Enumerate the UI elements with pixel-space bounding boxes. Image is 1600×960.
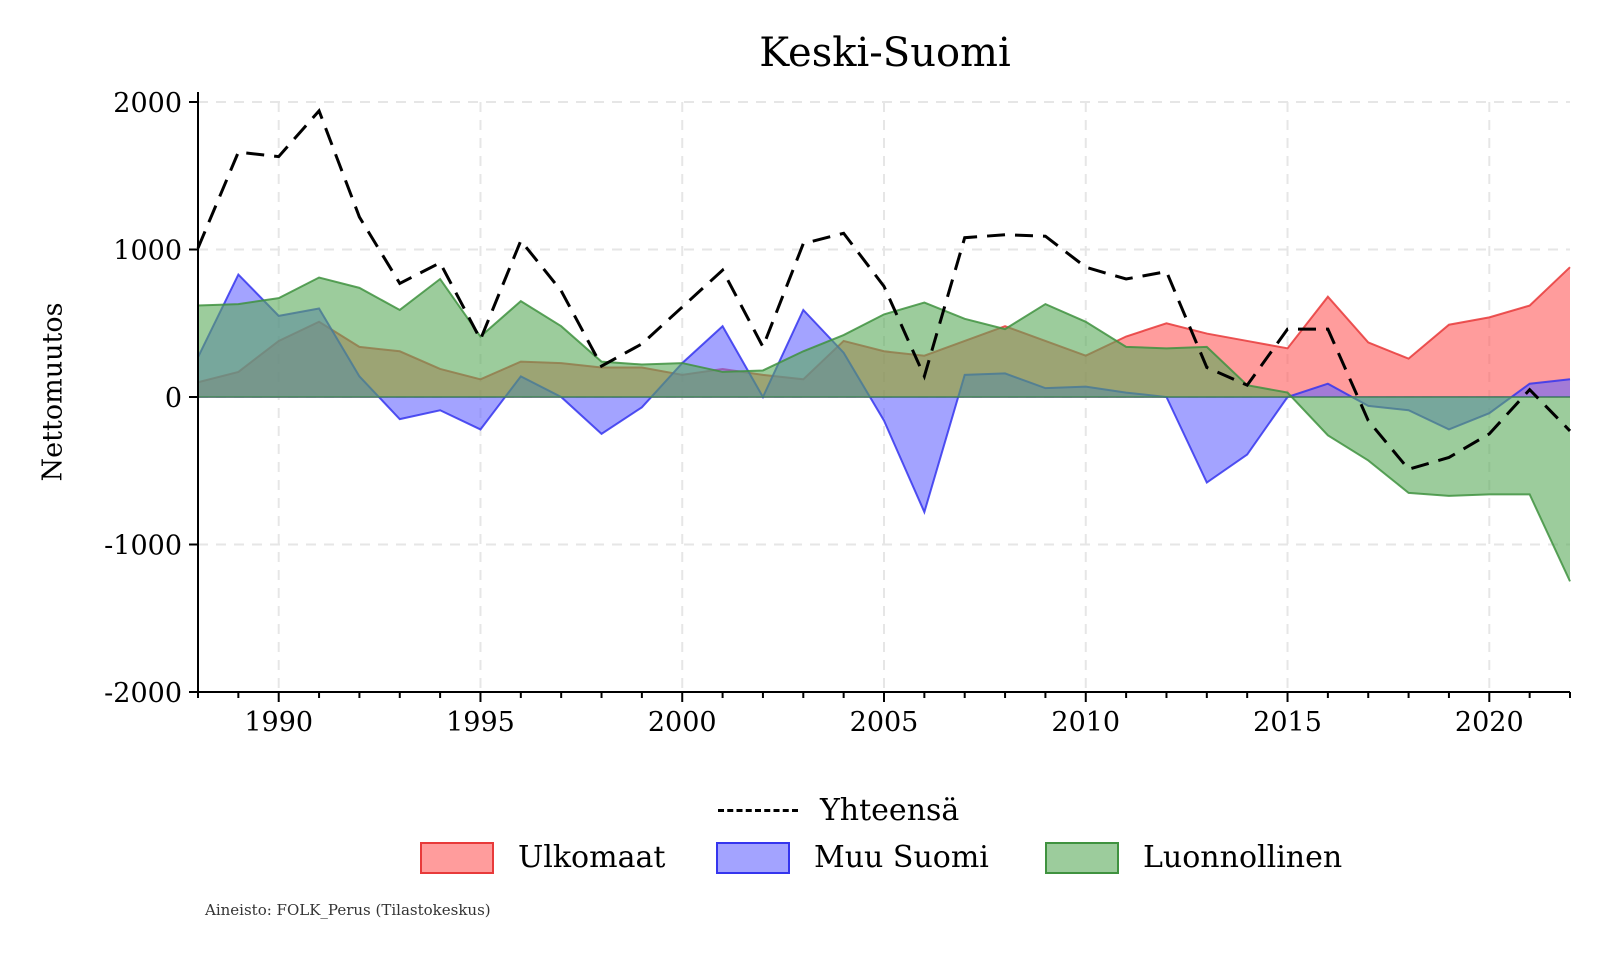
line-series bbox=[196, 107, 1572, 471]
legend-label-luonnollinen: Luonnollinen bbox=[1143, 840, 1343, 875]
x-tick-label-1990: 1990 bbox=[244, 707, 313, 738]
legend-entry-muu-suomi: Muu Suomi bbox=[716, 840, 989, 875]
legend-label-ulkomaat: Ulkomaat bbox=[518, 840, 666, 875]
y-tick-label-1000: 1000 bbox=[113, 236, 182, 267]
area-luonnollinen bbox=[198, 277, 1570, 582]
area-series bbox=[197, 266, 1571, 582]
axes: 2000 1000 0 -1000 -2000 1990 1995 2000 2005 2010 2… bbox=[104, 88, 1571, 738]
legend-label-yhteensa: Yhteensä bbox=[820, 793, 960, 828]
x-tick-label-2015: 2015 bbox=[1253, 707, 1322, 738]
y-tick-label-2000: 2000 bbox=[113, 88, 182, 119]
legend-swatch-luonnollinen bbox=[1045, 841, 1119, 874]
area-muu-suomi bbox=[198, 274, 1570, 513]
y-axis-label: Nettomuutos bbox=[37, 302, 69, 482]
legend-entry-luonnollinen: Luonnollinen bbox=[1045, 840, 1342, 875]
legend-swatch-muu-suomi bbox=[716, 841, 790, 874]
chart-title: Keski-Suomi bbox=[759, 30, 1011, 76]
legend-swatch-ulkomaat bbox=[420, 841, 494, 874]
legend-line-entry: Yhteensä bbox=[718, 793, 959, 828]
x-tick-label-2010: 2010 bbox=[1051, 707, 1120, 738]
y-tick-label--1000: -1000 bbox=[104, 531, 182, 562]
legend-entry-ulkomaat: Ulkomaat bbox=[420, 840, 665, 875]
x-tick-label-2005: 2005 bbox=[850, 707, 919, 738]
x-tick-label-2020: 2020 bbox=[1455, 707, 1524, 738]
legend-dashed-line-icon bbox=[718, 809, 798, 812]
y-tick-label-0: 0 bbox=[165, 383, 182, 414]
legend-label-muu-suomi: Muu Suomi bbox=[814, 840, 989, 875]
x-tick-label-2000: 2000 bbox=[648, 707, 717, 738]
source-note: Aineisto: FOLK_Perus (Tilastokeskus) bbox=[205, 901, 491, 919]
x-tick-label-1995: 1995 bbox=[446, 707, 515, 738]
y-tick-label--2000: -2000 bbox=[104, 678, 182, 709]
